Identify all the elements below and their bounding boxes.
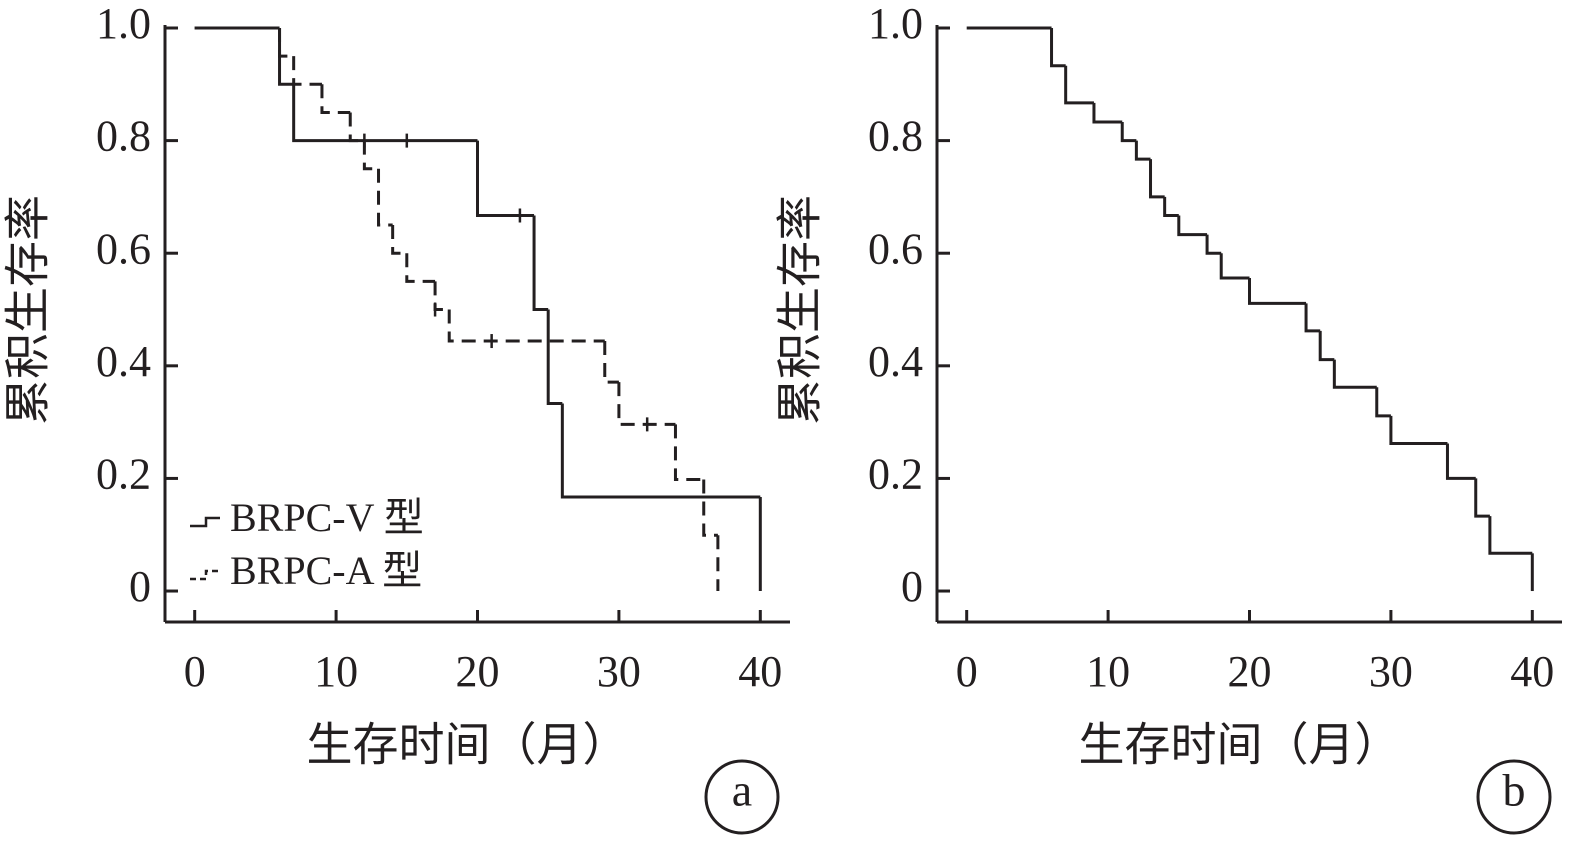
y-tick-label: 0: [129, 562, 151, 611]
survival-step: [603, 341, 619, 384]
survival-step: [1205, 234, 1222, 255]
x-axis-title: 生存时间（月）: [1079, 720, 1401, 771]
survival-step: [1219, 253, 1250, 280]
x-tick-label: 10: [314, 647, 358, 696]
survival-step: [702, 479, 718, 537]
survival-step: [433, 281, 450, 312]
x-tick-label: 30: [597, 647, 641, 696]
panel-label: b: [1503, 765, 1526, 816]
survival-step: [1120, 122, 1137, 143]
survival-step: [1488, 516, 1533, 555]
y-tick-label: 0.4: [96, 337, 151, 386]
survival-step: [320, 84, 351, 114]
x-tick-label: 40: [738, 647, 782, 696]
survival-step: [1177, 215, 1208, 237]
y-tick-label: 0.2: [96, 450, 151, 499]
y-tick-label: 1.0: [868, 0, 923, 48]
x-tick-label: 0: [956, 647, 978, 696]
survival-step: [532, 215, 549, 312]
x-tick-label: 0: [184, 647, 206, 696]
survival-step: [1304, 303, 1321, 333]
survival-step: [362, 140, 379, 171]
x-axis-title: 生存时间（月）: [307, 720, 629, 771]
survival-step: [1389, 415, 1448, 446]
y-tick-label: 0.4: [868, 337, 923, 386]
survival-step: [1318, 330, 1335, 362]
y-axis-title: 累积生存率: [3, 195, 54, 425]
legend-label: BRPC-V 型: [230, 495, 424, 540]
y-tick-label: 0.8: [96, 112, 151, 161]
survival-step: [278, 28, 294, 86]
legend-label: BRPC-A 型: [230, 548, 422, 593]
survival-step: [673, 424, 704, 482]
survival-step: [292, 56, 322, 86]
survival-step: [1064, 65, 1094, 105]
survival-step: [278, 28, 294, 58]
survival-step: [1474, 478, 1490, 518]
y-tick-label: 0.2: [868, 450, 923, 499]
y-tick-label: 0.6: [868, 224, 923, 273]
x-tick-label: 30: [1369, 647, 1413, 696]
x-tick-label: 40: [1510, 647, 1554, 696]
survival-step: [1149, 159, 1165, 199]
survival-step: [377, 168, 393, 227]
panel-label-circle: [704, 759, 780, 835]
survival-step: [348, 112, 365, 143]
survival-step: [1375, 387, 1391, 418]
survival-step: [292, 84, 478, 143]
survival-step: [405, 253, 436, 283]
survival-step: [1332, 359, 1377, 389]
survival-step: [560, 403, 761, 499]
survival-step: [391, 225, 407, 255]
survival-step: [546, 309, 563, 406]
survival-step: [1134, 140, 1151, 161]
x-tick-label: 20: [456, 647, 500, 696]
survival-step: [447, 309, 605, 343]
survival-step: [1092, 102, 1123, 124]
x-tick-label: 20: [1228, 647, 1272, 696]
y-tick-label: 0.6: [96, 224, 151, 273]
legend-symbol: [190, 516, 220, 528]
y-tick-label: 0.8: [868, 112, 923, 161]
panel-label-circle: [1476, 759, 1552, 835]
y-tick-label: 0: [901, 562, 923, 611]
survival-step: [476, 140, 535, 217]
survival-step: [1248, 277, 1307, 305]
x-tick-label: 10: [1086, 647, 1130, 696]
y-tick-label: 1.0: [96, 0, 151, 48]
y-axis-title: 累积生存率: [775, 195, 826, 425]
survival-step: [1050, 28, 1066, 68]
legend-symbol: [190, 569, 220, 581]
panel-label: a: [732, 765, 752, 816]
survival-step: [1445, 443, 1476, 480]
survival-step: [1163, 196, 1179, 217]
survival-step: [617, 382, 676, 426]
